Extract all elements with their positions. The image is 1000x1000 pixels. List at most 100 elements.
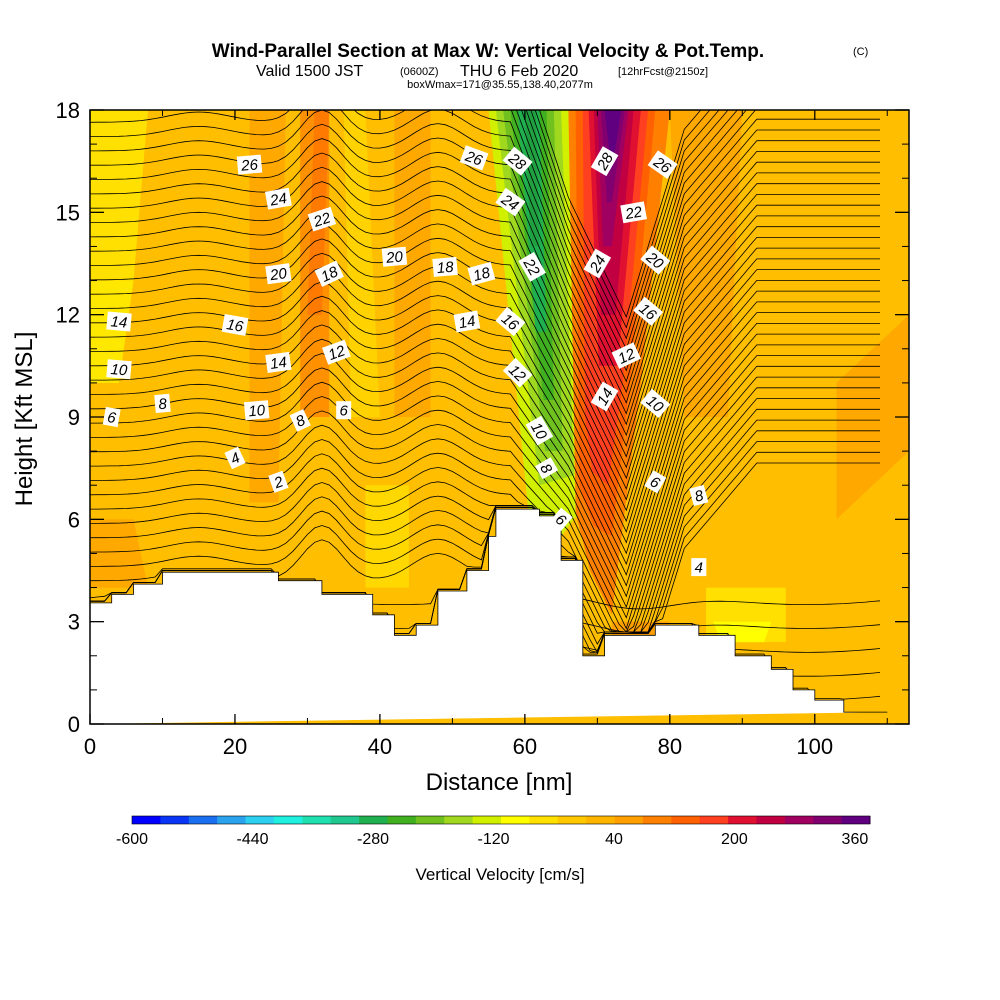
copyright-mark: (C) xyxy=(853,46,868,58)
colorbar-swatch xyxy=(245,816,275,824)
isentrope-line xyxy=(90,181,880,469)
contour-label-text: 14 xyxy=(457,313,476,333)
contour-label: 8 xyxy=(535,457,559,480)
contour-label-text: 12 xyxy=(326,342,348,364)
contour-label: 6 xyxy=(549,507,573,532)
colorbar-tick-label: -120 xyxy=(477,831,509,848)
isentrope-line xyxy=(90,419,880,634)
contour-label: 10 xyxy=(106,359,132,379)
contour-label: 14 xyxy=(590,381,619,412)
colorbar-tick-label: 200 xyxy=(721,831,748,848)
contour-label: 16 xyxy=(221,313,249,336)
x-tick-label: 60 xyxy=(513,734,537,759)
x-tick-label: 20 xyxy=(223,734,247,759)
contour-label: 10 xyxy=(243,400,270,420)
contour-label: 8 xyxy=(154,393,171,414)
isentrope-line xyxy=(90,110,880,415)
isentrope-line xyxy=(90,301,880,576)
isentrope-line xyxy=(90,224,880,501)
colorbar-swatch xyxy=(387,816,417,824)
colorbar-swatch xyxy=(273,816,303,824)
contour-label: 6 xyxy=(336,401,352,420)
x-tick-label: 0 xyxy=(84,734,96,759)
contour-label: 14 xyxy=(106,311,132,332)
contour-label: 24 xyxy=(583,248,612,279)
contour-label-text: 10 xyxy=(527,420,550,444)
isentrope-line xyxy=(90,312,880,587)
contour-label: 12 xyxy=(611,342,641,369)
contour-label-text: 8 xyxy=(158,396,168,414)
contour-label-text: 18 xyxy=(436,259,455,277)
contour-label: 22 xyxy=(518,252,546,282)
contour-label: 6 xyxy=(102,406,121,427)
terrain xyxy=(89,508,888,724)
contour-label-text: 18 xyxy=(471,264,492,285)
colorbar-swatch xyxy=(557,816,587,824)
weak-band xyxy=(365,485,409,588)
valid-prefix: Valid 1500 JST xyxy=(256,63,364,80)
colorbar-swatch xyxy=(699,816,729,824)
contour-label-text: 14 xyxy=(110,313,128,331)
isentrope-line xyxy=(90,430,880,645)
isentrope-line xyxy=(90,451,880,653)
isentrope-line xyxy=(90,110,880,404)
isentrope-line xyxy=(90,441,880,654)
contour-label-text: 20 xyxy=(384,248,404,267)
x-tick-label: 100 xyxy=(796,734,833,759)
isentrope-line xyxy=(90,387,880,633)
moderate-band xyxy=(836,314,909,520)
valid-utc: (0600Z) xyxy=(400,66,439,78)
contour-label: 22 xyxy=(620,201,647,223)
updraft-core xyxy=(604,110,622,172)
colorbar-tick-label: 360 xyxy=(842,831,869,848)
isentrope-line xyxy=(90,209,880,490)
axis-ticks: 0 20 40 60 80 100 0 3 6 9 12 15 18 xyxy=(56,98,909,759)
weak-band xyxy=(343,110,380,417)
contour-label: 2 xyxy=(268,470,289,493)
contour-label-text: 28 xyxy=(593,150,617,174)
isentrope-line xyxy=(90,355,880,630)
contour-label-text: 18 xyxy=(318,263,341,286)
y-tick-label: 3 xyxy=(68,610,80,635)
colorbar-tick-label: -440 xyxy=(236,831,268,848)
contour-label-text: 24 xyxy=(268,190,288,210)
contour-label-text: 4 xyxy=(695,560,703,577)
x-axis-label: Distance [nm] xyxy=(426,769,573,796)
isentrope-line xyxy=(90,507,881,610)
contour-label: 18 xyxy=(314,260,344,287)
valid-line: Valid 1500 JST (0600Z) THU 6 Feb 2020 [1… xyxy=(256,63,708,80)
y-axis-label: Height [Kft MSL] xyxy=(11,332,38,507)
valid-date: THU 6 Feb 2020 xyxy=(460,63,578,80)
colorbar-swatch xyxy=(188,816,218,824)
isentrope-line xyxy=(90,365,880,633)
colorbar-tick-label: 40 xyxy=(605,831,623,848)
colorbar-swatch xyxy=(501,816,530,824)
contour-label-text: 26 xyxy=(462,148,485,170)
colorbar-tick-label: -280 xyxy=(357,831,389,848)
contour-label-text: 20 xyxy=(268,265,289,284)
weak-band xyxy=(90,280,134,383)
contour-label-text: 14 xyxy=(269,354,288,373)
contour-label-text: 10 xyxy=(110,361,129,379)
y-tick-label: 15 xyxy=(56,200,80,225)
contour-label: 22 xyxy=(307,206,337,232)
isentrope-line xyxy=(90,344,880,619)
colorbar-swatch xyxy=(728,816,757,824)
colorbar-swatch xyxy=(302,816,332,824)
colorbar-swatch xyxy=(359,816,388,824)
isentrope-line xyxy=(90,138,880,437)
isentrope-line xyxy=(90,333,880,609)
contour-label: 6 xyxy=(644,470,667,494)
isentrope-line xyxy=(90,195,880,480)
contour-label-text: 6 xyxy=(340,403,349,420)
contour-label-text: 14 xyxy=(594,386,617,409)
isentrope-line xyxy=(90,376,880,633)
colorbar-swatch xyxy=(217,816,247,824)
y-tick-label: 0 xyxy=(68,712,80,737)
contour-label-text: 6 xyxy=(106,409,118,427)
contour-label-text: 22 xyxy=(311,209,334,231)
velocity-field xyxy=(90,110,909,643)
isentrope-line xyxy=(90,247,880,523)
contour-label: 4 xyxy=(691,558,707,577)
